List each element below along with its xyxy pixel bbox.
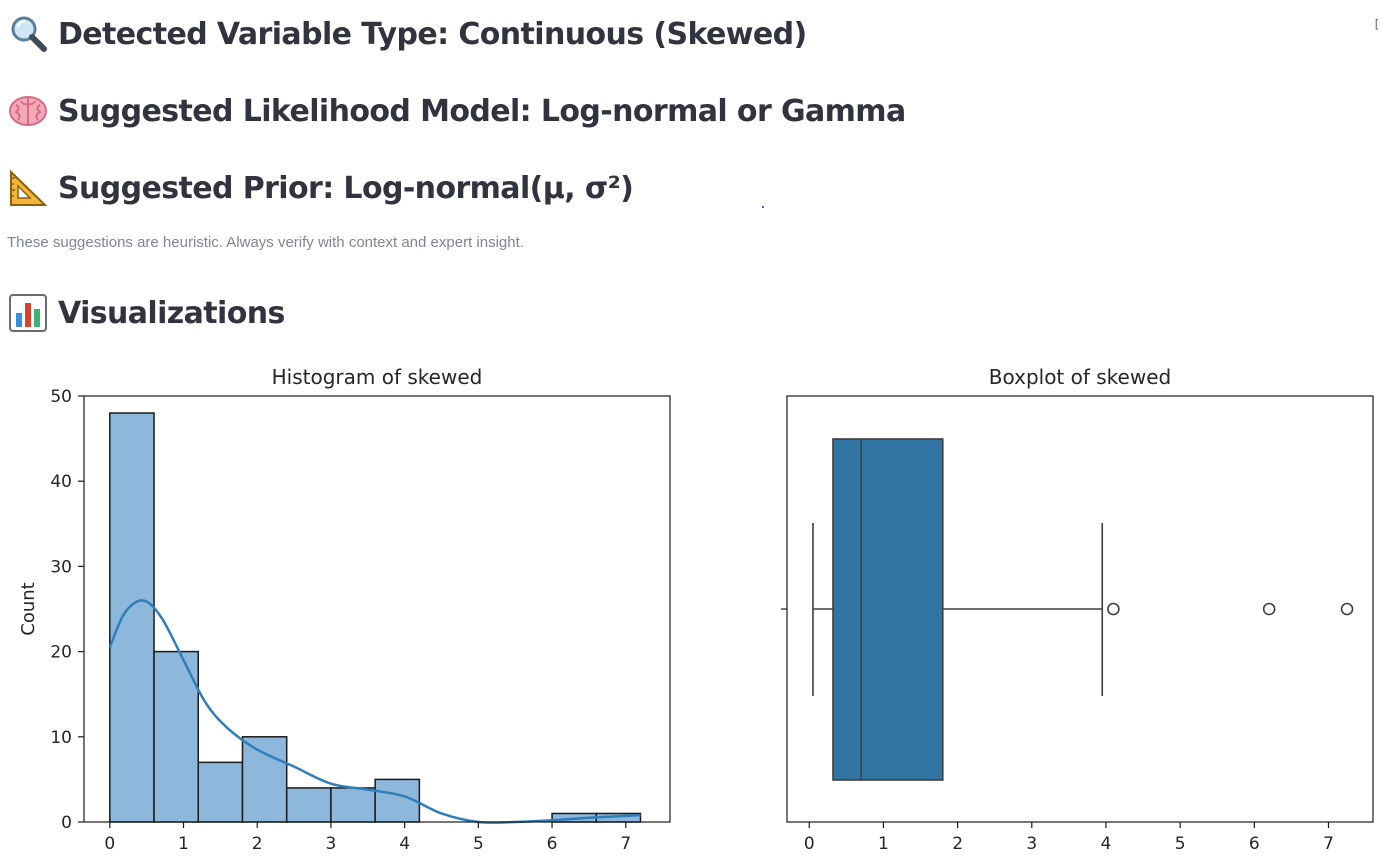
histogram-y-tick-label: 50 [50, 387, 72, 407]
histogram-x-tick-label: 0 [104, 834, 115, 854]
boxplot-title: Boxplot of skewed [989, 365, 1171, 389]
heuristic-caption: These suggestions are heuristic. Always … [7, 234, 524, 251]
boxplot-x-tick-label: 6 [1249, 834, 1260, 854]
histogram-bar [109, 412, 155, 823]
histogram-bar [197, 761, 244, 823]
histogram-y-axis-label: Count [18, 582, 39, 635]
detected-type-text: Detected Variable Type: Continuous (Skew… [58, 16, 807, 52]
boxplot-box [832, 438, 944, 781]
boxplot-x-tick-label: 5 [1175, 834, 1186, 854]
visualizations-heading: Visualizations [8, 293, 285, 333]
boxplot-outlier [1262, 602, 1276, 616]
boxplot-x-tick-label: 3 [1026, 834, 1037, 854]
corner-glyph: [ [1375, 18, 1379, 30]
brain-icon [8, 91, 48, 131]
bar-chart-icon [8, 293, 48, 333]
boxplot-x-tick-label: 1 [878, 834, 889, 854]
histogram-bar [285, 787, 332, 823]
likelihood-model-text: Suggested Likelihood Model: Log-normal o… [58, 93, 906, 129]
histogram-x-tick-label: 2 [252, 834, 263, 854]
histogram-y-tick-label: 20 [50, 643, 72, 663]
histogram-chart: 0 1 2 3 4 5 6 7 0 10 20 30 40 50 Histogram of skewed Co… [18, 365, 671, 854]
histogram-y-tick-label: 10 [50, 728, 72, 748]
prior-heading: Suggested Prior: Log-normal(μ, σ²) [8, 168, 634, 208]
histogram-y-tick-label: 30 [50, 557, 72, 577]
histogram-x-tick-label: 5 [473, 834, 484, 854]
histogram-x-tick-label: 1 [178, 834, 189, 854]
histogram-title: Histogram of skewed [272, 365, 483, 389]
boxplot-chart: 0 1 2 3 4 5 6 7 Boxplot of skewed [781, 365, 1374, 854]
histogram-x-tick-label: 4 [399, 834, 410, 854]
detected-type-heading: Detected Variable Type: Continuous (Skew… [8, 14, 807, 54]
boxplot-x-tick-label: 4 [1101, 834, 1112, 854]
magnifying-glass-icon [8, 14, 48, 54]
histogram-bar [241, 736, 288, 823]
boxplot-outlier [1340, 602, 1354, 616]
histogram-y-tick-label: 0 [61, 813, 72, 833]
boxplot-x-tick-label: 2 [952, 834, 963, 854]
histogram-x-tick-label: 6 [547, 834, 558, 854]
histogram-bar [153, 650, 200, 823]
stray-dot [762, 206, 764, 208]
histogram-x-tick-label: 7 [620, 834, 631, 854]
histogram-x-tick-label: 3 [326, 834, 337, 854]
triangular-ruler-icon [8, 168, 48, 208]
prior-text: Suggested Prior: Log-normal(μ, σ²) [58, 170, 634, 206]
boxplot-outlier [1107, 602, 1120, 616]
histogram-axes-frame [83, 395, 671, 823]
likelihood-model-heading: Suggested Likelihood Model: Log-normal o… [8, 91, 906, 131]
visualizations-text: Visualizations [58, 295, 285, 331]
boxplot-x-tick-label: 0 [804, 834, 815, 854]
histogram-bar [330, 787, 376, 823]
boxplot-x-tick-label: 7 [1323, 834, 1334, 854]
histogram-y-tick-label: 40 [50, 472, 72, 492]
